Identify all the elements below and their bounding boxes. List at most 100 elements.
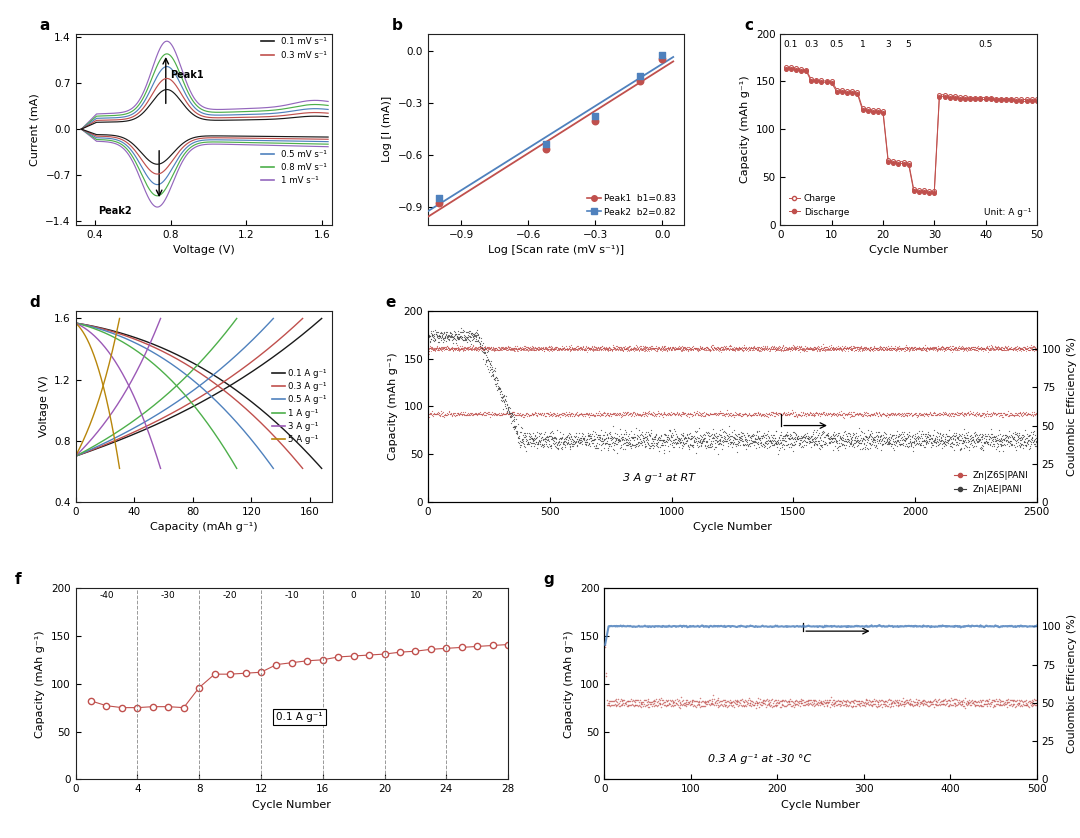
Point xyxy=(538,435,555,448)
Point xyxy=(698,697,715,711)
Point xyxy=(816,435,834,448)
Point xyxy=(470,343,487,356)
Point xyxy=(724,343,741,356)
Point xyxy=(955,408,972,422)
Point xyxy=(631,432,648,446)
Point xyxy=(874,438,891,452)
Point xyxy=(949,438,967,452)
Point xyxy=(777,693,794,706)
Point xyxy=(893,430,910,443)
Point xyxy=(942,406,959,420)
Point xyxy=(801,435,819,448)
Point xyxy=(767,344,784,357)
Point xyxy=(892,427,909,441)
Point xyxy=(621,407,638,421)
Point xyxy=(613,344,631,357)
Point xyxy=(644,438,661,452)
Point xyxy=(499,406,516,419)
Point xyxy=(819,431,836,444)
Point xyxy=(751,696,768,709)
Point xyxy=(527,435,544,448)
Point xyxy=(702,434,719,447)
Point xyxy=(647,342,664,355)
Point xyxy=(890,436,907,449)
Point xyxy=(752,344,769,357)
Point xyxy=(618,695,635,708)
Point xyxy=(833,343,850,356)
Point xyxy=(517,434,535,447)
Point xyxy=(778,429,795,442)
Point xyxy=(887,339,904,352)
Point xyxy=(461,329,478,343)
Point xyxy=(773,438,791,452)
Point xyxy=(690,695,707,708)
Point xyxy=(861,697,878,711)
Point xyxy=(701,693,718,706)
Point xyxy=(693,406,711,420)
Point xyxy=(475,343,492,356)
Point xyxy=(745,409,762,422)
Point xyxy=(719,432,737,445)
Point xyxy=(719,341,737,354)
Point xyxy=(634,425,651,438)
Point xyxy=(720,427,738,441)
Point xyxy=(729,343,746,356)
Point xyxy=(478,344,496,357)
Point xyxy=(863,439,880,453)
Point xyxy=(788,341,806,354)
Point xyxy=(708,437,726,451)
Point xyxy=(985,343,1002,356)
Point xyxy=(874,694,891,707)
Point xyxy=(428,340,445,354)
Point xyxy=(691,428,708,442)
Point xyxy=(644,341,661,354)
Point xyxy=(559,339,577,353)
Point xyxy=(707,409,725,422)
Point xyxy=(539,441,556,454)
Point xyxy=(836,697,853,711)
Point xyxy=(848,406,865,420)
Point xyxy=(904,341,921,354)
Point xyxy=(678,340,696,354)
Point xyxy=(480,408,497,422)
Point xyxy=(743,435,760,448)
Point xyxy=(768,406,785,420)
Point xyxy=(563,429,580,442)
Point xyxy=(976,432,994,445)
Point xyxy=(656,696,673,709)
Point xyxy=(778,343,795,356)
Point xyxy=(1013,343,1030,356)
Point xyxy=(847,429,864,442)
Point xyxy=(478,351,496,365)
Point xyxy=(1013,698,1030,711)
Point xyxy=(671,341,688,354)
Point xyxy=(961,432,978,445)
Point xyxy=(433,328,450,341)
Point xyxy=(667,696,685,710)
Point xyxy=(892,342,909,355)
Point xyxy=(701,698,718,711)
Point xyxy=(431,341,448,354)
Point xyxy=(539,341,556,354)
Point xyxy=(512,408,529,422)
Point xyxy=(554,341,571,354)
Point xyxy=(745,699,762,712)
Point xyxy=(581,341,598,354)
Point xyxy=(671,434,688,447)
Point xyxy=(901,436,918,449)
Point xyxy=(738,437,755,451)
Point xyxy=(796,695,813,708)
Point xyxy=(512,343,529,356)
Point xyxy=(914,693,931,706)
Point xyxy=(764,339,781,353)
Point xyxy=(773,342,791,355)
Point xyxy=(462,343,480,356)
Point xyxy=(842,435,860,448)
Point xyxy=(729,341,746,354)
Point xyxy=(994,698,1011,711)
Point xyxy=(849,697,866,711)
Point xyxy=(897,427,915,441)
Point xyxy=(681,698,699,711)
Point xyxy=(1014,340,1031,354)
Point xyxy=(707,342,725,355)
